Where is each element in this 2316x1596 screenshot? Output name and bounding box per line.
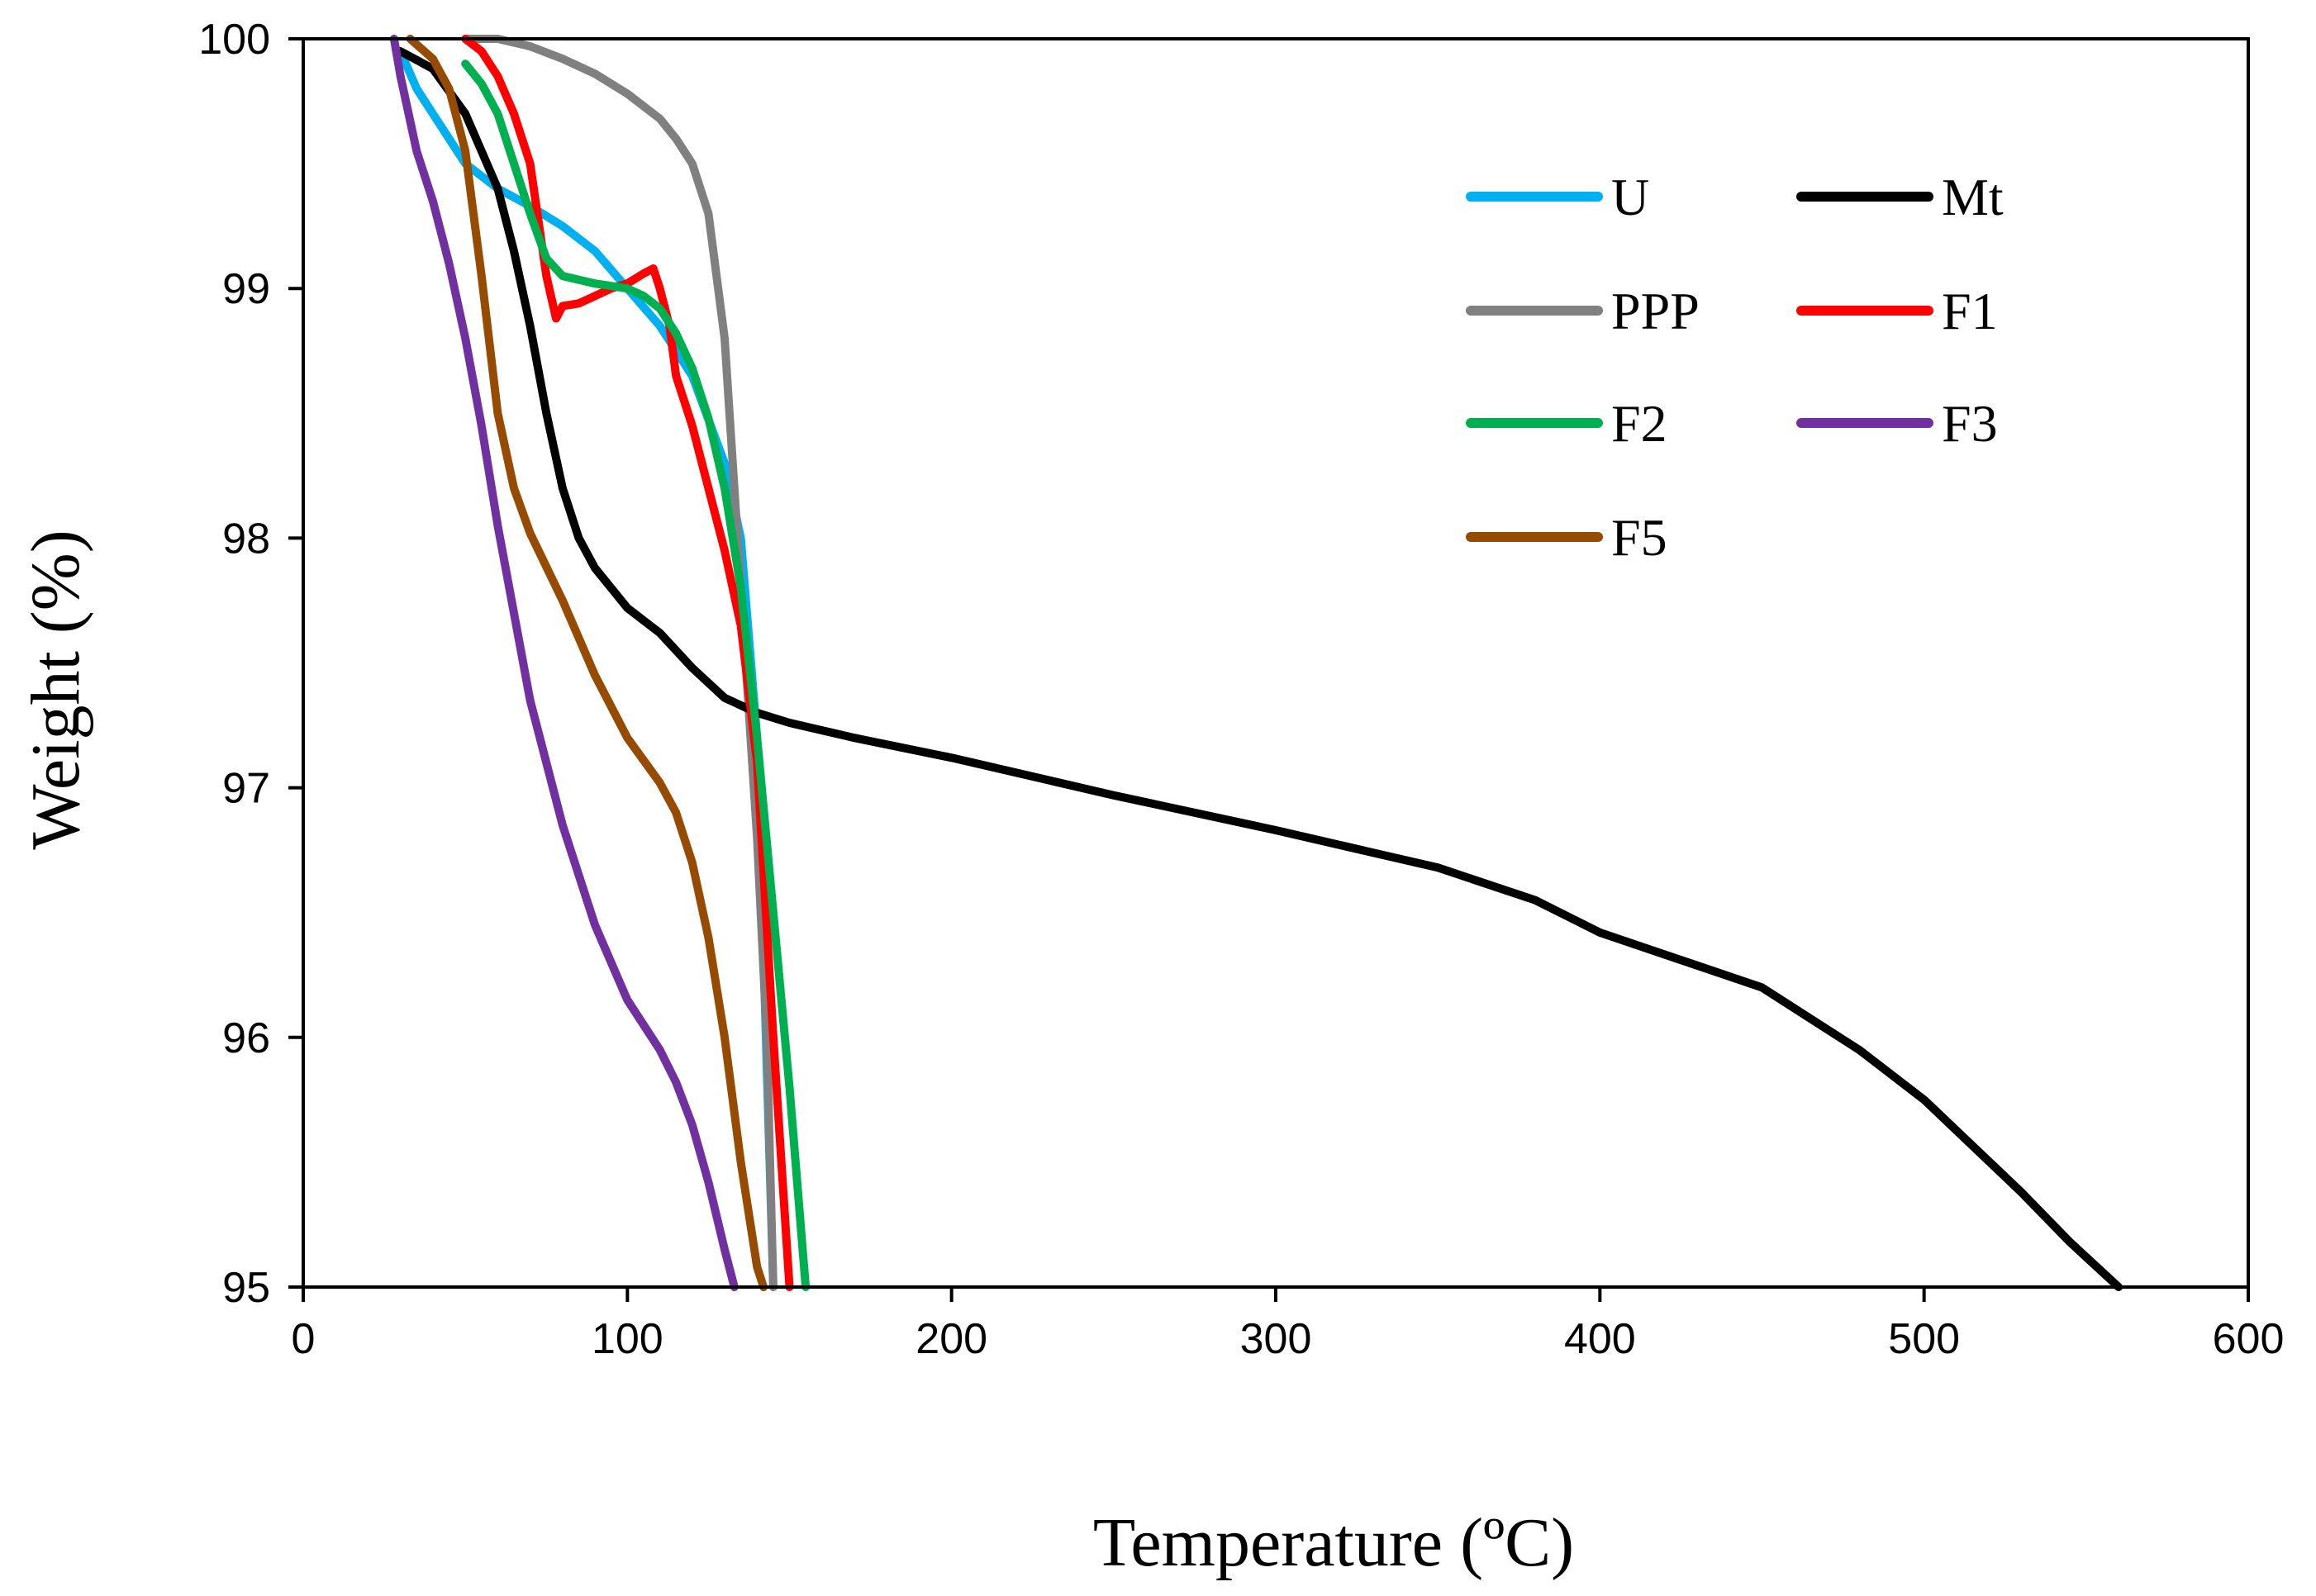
y-tick-label: 98 [222, 515, 270, 563]
y-tick-label: 99 [222, 265, 270, 313]
x-tick-label: 0 [292, 1315, 316, 1363]
legend-label-mt: Mt [1942, 168, 2004, 226]
y-tick-label: 100 [198, 16, 270, 64]
x-tick-label: 500 [1888, 1315, 1960, 1363]
y-tick-label: 97 [222, 765, 270, 813]
legend-label-u: U [1611, 168, 1649, 226]
legend-label-f2: F2 [1611, 394, 1667, 453]
y-axis-title: Weight (%) [17, 530, 94, 849]
y-tick-label: 95 [222, 1264, 270, 1312]
series-line-f2 [461, 59, 811, 1291]
y-tick-label: 96 [222, 1014, 270, 1062]
x-tick-label: 100 [592, 1315, 663, 1363]
x-axis-title: Temperature (ºC) [1093, 1504, 1574, 1581]
series-line-f3 [389, 35, 739, 1291]
legend-label-ppp: PPP [1611, 282, 1700, 340]
x-tick-label: 300 [1240, 1315, 1312, 1363]
series-line-ppp [461, 35, 778, 1291]
legend-label-f5: F5 [1611, 508, 1667, 567]
y-axis-ticks: 95 96 97 98 99 100 [198, 16, 303, 1312]
x-axis-ticks: 0 100 200 300 400 500 600 [292, 1287, 2285, 1363]
legend-label-f3: F3 [1942, 394, 1998, 453]
legend: U PPP Mt F1 F2 F3 F5 [1466, 168, 2004, 567]
x-tick-label: 200 [915, 1315, 987, 1363]
x-tick-label: 600 [2213, 1315, 2285, 1363]
x-tick-label: 400 [1564, 1315, 1636, 1363]
series-line-f5 [406, 35, 768, 1291]
series-layer [389, 35, 2123, 1291]
legend-label-f1: F1 [1942, 282, 1998, 340]
series-line-f1 [461, 35, 794, 1291]
series-line-u [396, 47, 778, 1291]
